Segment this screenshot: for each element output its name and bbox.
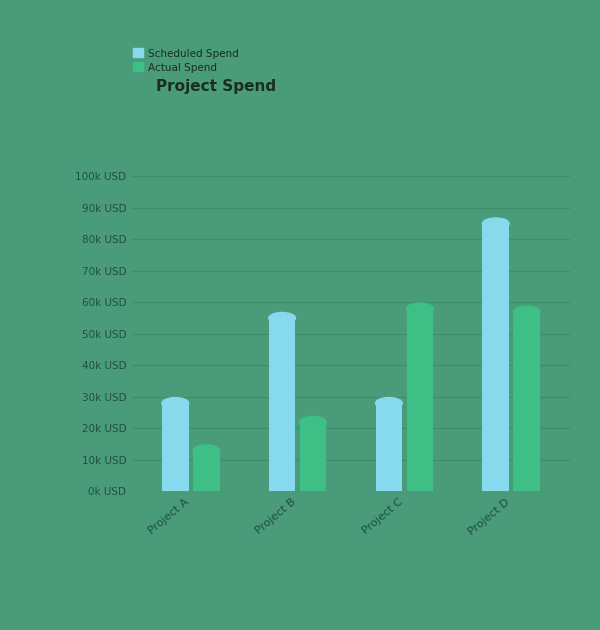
- Bar: [514, 312, 540, 491]
- Ellipse shape: [193, 445, 220, 456]
- Ellipse shape: [269, 312, 295, 324]
- Bar: [482, 224, 509, 491]
- Bar: [407, 309, 433, 491]
- Bar: [162, 403, 188, 491]
- Ellipse shape: [514, 306, 540, 318]
- Ellipse shape: [162, 398, 188, 409]
- Bar: [269, 318, 295, 491]
- Legend: Scheduled Spend, Actual Spend: Scheduled Spend, Actual Spend: [133, 49, 239, 74]
- Ellipse shape: [300, 416, 326, 428]
- Text: Project Spend: Project Spend: [156, 79, 276, 94]
- Bar: [300, 422, 326, 491]
- Ellipse shape: [376, 398, 402, 409]
- Bar: [193, 450, 220, 491]
- Ellipse shape: [407, 303, 433, 314]
- Bar: [376, 403, 402, 491]
- Ellipse shape: [482, 218, 509, 229]
